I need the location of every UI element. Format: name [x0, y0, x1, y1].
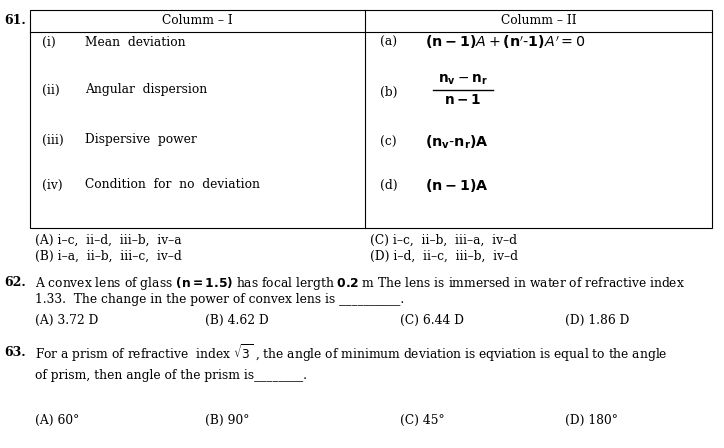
Text: (b): (b): [380, 86, 397, 99]
Text: (C) 6.44 D: (C) 6.44 D: [400, 314, 464, 327]
Text: (A) i–c,  ii–d,  iii–b,  iv–a: (A) i–c, ii–d, iii–b, iv–a: [35, 233, 182, 246]
Text: A convex lens of glass $\mathbf{(n=1.5)}$ has focal lergth $\mathbf{0.2}$ m The : A convex lens of glass $\mathbf{(n=1.5)}…: [35, 275, 685, 292]
Text: Angular  dispersion: Angular dispersion: [85, 83, 207, 96]
Text: (c): (c): [380, 135, 397, 148]
Text: (iii): (iii): [42, 134, 64, 146]
Bar: [30, 10, 712, 228]
Text: (C) i–c,  ii–b,  iii–a,  iv–d: (C) i–c, ii–b, iii–a, iv–d: [370, 233, 517, 246]
Text: (D) 1.86 D: (D) 1.86 D: [565, 314, 629, 327]
Text: of prism, then angle of the prism is________.: of prism, then angle of the prism is____…: [35, 370, 307, 383]
Text: $\mathbf{n-1}$: $\mathbf{n-1}$: [445, 93, 481, 107]
Text: (iv): (iv): [42, 178, 62, 191]
Text: $\mathbf{n_v}-\mathbf{n_r}$: $\mathbf{n_v}-\mathbf{n_r}$: [438, 73, 488, 87]
Text: (B) i–a,  ii–b,  iii–c,  iv–d: (B) i–a, ii–b, iii–c, iv–d: [35, 250, 182, 263]
Text: Columm – I: Columm – I: [162, 14, 233, 27]
Text: (A) 3.72 D: (A) 3.72 D: [35, 314, 98, 327]
Text: (D) 180°: (D) 180°: [565, 414, 618, 426]
Text: Mean  deviation: Mean deviation: [85, 35, 185, 48]
Text: 63.: 63.: [4, 346, 25, 359]
Text: (a): (a): [380, 35, 397, 48]
Text: (B) 4.62 D: (B) 4.62 D: [205, 314, 269, 327]
Text: 61.: 61.: [4, 14, 26, 27]
Text: $\mathbf{(n_v\text{-}n_r)A}$: $\mathbf{(n_v\text{-}n_r)A}$: [425, 134, 489, 151]
Text: (D) i–d,  ii–c,  iii–b,  iv–d: (D) i–d, ii–c, iii–b, iv–d: [370, 250, 518, 263]
Text: (A) 60°: (A) 60°: [35, 414, 79, 426]
Text: Condition  for  no  deviation: Condition for no deviation: [85, 178, 260, 191]
Text: Dispersive  power: Dispersive power: [85, 134, 197, 146]
Text: (B) 90°: (B) 90°: [205, 414, 249, 426]
Text: 1.33.  The change in the power of convex lens is __________.: 1.33. The change in the power of convex …: [35, 293, 404, 306]
Text: $\mathbf{(n-1)A}$: $\mathbf{(n-1)A}$: [425, 177, 489, 194]
Text: www.S: www.S: [310, 105, 488, 155]
Text: (d): (d): [380, 178, 397, 191]
Text: $\mathbf{(n-1)}A+\mathbf{(n'\text{-}1)}A'=0$: $\mathbf{(n-1)}A+\mathbf{(n'\text{-}1)}A…: [425, 33, 586, 51]
Text: For a prism of refractive  index $\sqrt{3}$ , the angle of minimum deviation is : For a prism of refractive index $\sqrt{3…: [35, 342, 668, 364]
Text: (C) 45°: (C) 45°: [400, 414, 445, 426]
Text: 62.: 62.: [4, 276, 26, 289]
Text: Columm – II: Columm – II: [501, 14, 576, 27]
Text: (ii): (ii): [42, 83, 60, 96]
Text: (i): (i): [42, 35, 56, 48]
